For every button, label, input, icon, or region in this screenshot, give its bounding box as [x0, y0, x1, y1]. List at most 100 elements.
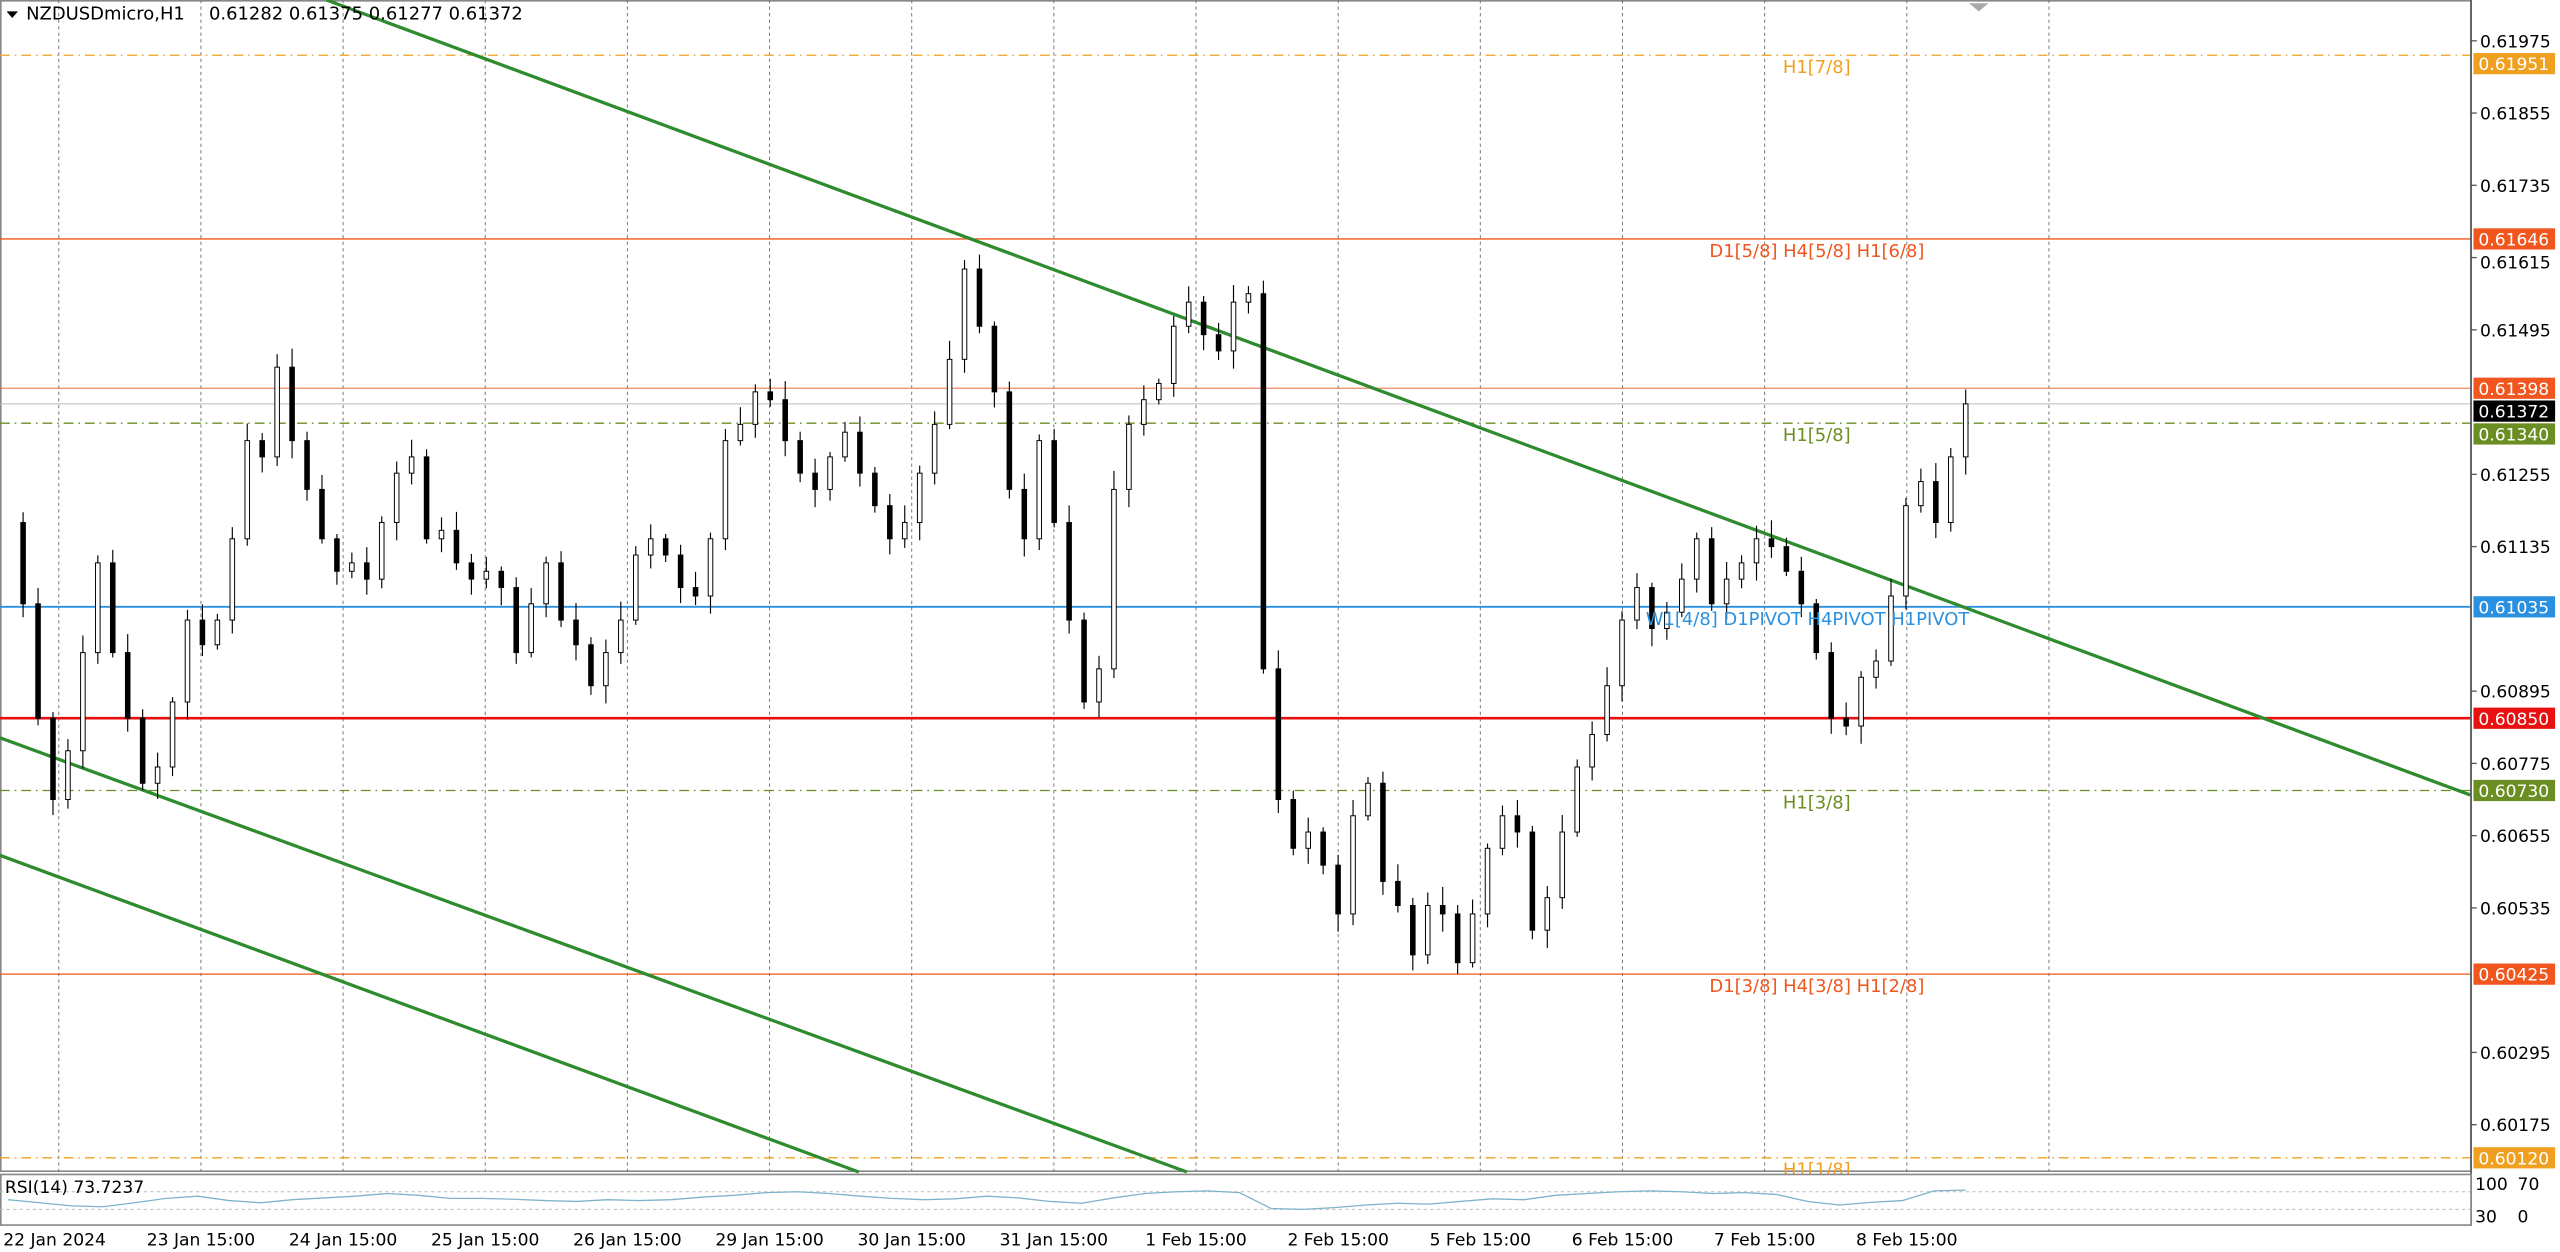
price-tag-bg — [2473, 707, 2556, 729]
candle — [1439, 905, 1446, 915]
candle — [408, 456, 415, 474]
candle — [1619, 619, 1625, 687]
candle — [812, 472, 818, 490]
candle — [961, 268, 968, 360]
candle — [274, 366, 280, 458]
candle — [887, 505, 893, 540]
candle — [1096, 668, 1102, 703]
candle — [1798, 570, 1805, 605]
candle — [393, 472, 400, 524]
candle — [423, 456, 430, 540]
candle — [1559, 831, 1566, 899]
price-tick-label: 0.61135 — [2480, 538, 2551, 558]
time-label: 2 Feb 15:00 — [1287, 1230, 1388, 1250]
time-label: 25 Jan 15:00 — [431, 1230, 539, 1250]
candle — [827, 456, 833, 490]
price-tick-label: 0.61735 — [2480, 177, 2551, 197]
candle — [1335, 864, 1341, 915]
time-label: 1 Feb 15:00 — [1145, 1230, 1246, 1250]
price-tick-label: 0.60295 — [2480, 1044, 2551, 1064]
candle — [1021, 488, 1028, 540]
candle — [1260, 293, 1267, 670]
candle — [124, 652, 131, 719]
candle — [588, 644, 594, 687]
candle — [692, 587, 699, 597]
price-tick-label: 0.61255 — [2480, 466, 2551, 486]
price-tag-bg — [2473, 400, 2556, 422]
candle — [1634, 587, 1640, 621]
candle — [632, 554, 639, 621]
candle — [20, 522, 26, 605]
price-tag: 0.61646 — [2478, 230, 2549, 250]
time-label: 30 Jan 15:00 — [857, 1230, 965, 1250]
price-tag: 0.61035 — [2478, 598, 2549, 618]
candle — [603, 652, 609, 687]
candle — [1111, 488, 1117, 670]
candle — [1813, 603, 1820, 654]
candle — [1753, 538, 1760, 564]
price-tick-label: 0.60895 — [2480, 683, 2551, 703]
time-label: 22 Jan 2024 — [3, 1230, 106, 1250]
channel-lower-line[interactable] — [0, 853, 860, 1174]
candle — [334, 538, 340, 572]
time-label: 8 Feb 15:00 — [1856, 1230, 1957, 1250]
candle — [737, 423, 744, 442]
candle — [1903, 505, 1909, 597]
candle — [1783, 546, 1790, 572]
candle — [1918, 481, 1924, 507]
price-tick-label: 0.61855 — [2480, 105, 2551, 125]
symbol-label: NZDUSDmicro,H1 — [26, 4, 185, 25]
candle — [154, 766, 161, 784]
candle — [946, 358, 953, 425]
price-tag-bg — [2473, 423, 2556, 445]
candle — [618, 619, 624, 654]
level-label: D1[3/8] H4[3/8] H1[2/8] — [1709, 976, 1924, 997]
trendlines[interactable] — [0, 0, 2471, 1174]
candle — [1215, 334, 1222, 352]
time-axis[interactable]: 22 Jan 2024 23 Jan 15:00 24 Jan 15:00 25 Ja… — [3, 1230, 1957, 1250]
candle — [1170, 325, 1177, 384]
price-tag-bg — [2473, 53, 2556, 75]
candle — [1499, 815, 1506, 849]
candle — [483, 570, 490, 580]
price-axis[interactable]: 0.61975 0.61855 0.61735 0.61615 0.61495 0.612… — [2470, 0, 2551, 1226]
rsi-indicator — [0, 1189, 2471, 1211]
upper-trendline[interactable] — [325, 0, 2471, 797]
dropdown-triangle-icon[interactable] — [6, 11, 18, 18]
candle — [662, 538, 669, 556]
candle — [1873, 660, 1879, 678]
candle — [1723, 578, 1730, 605]
price-tag-bg — [2473, 963, 2556, 985]
level-label: H1[3/8] — [1783, 792, 1851, 813]
price-tick-label: 0.60775 — [2480, 755, 2551, 775]
candle — [109, 562, 116, 654]
candle — [378, 522, 385, 580]
candle — [1664, 611, 1670, 629]
candle — [1290, 799, 1297, 849]
candle — [797, 440, 803, 474]
chart-shift-marker-icon[interactable] — [1968, 3, 1989, 12]
candle — [139, 717, 146, 784]
candle — [1126, 423, 1132, 490]
rsi-axis-0: 0 — [2518, 1208, 2529, 1228]
channel-upper-line[interactable] — [0, 736, 1188, 1174]
rsi-axis-100: 100 — [2475, 1175, 2508, 1195]
time-label: 24 Jan 15:00 — [289, 1230, 397, 1250]
price-tag: 0.61398 — [2478, 380, 2549, 400]
price-tick-label: 0.60535 — [2480, 899, 2551, 919]
candle — [1320, 831, 1326, 866]
candle — [1484, 847, 1491, 915]
candle — [80, 652, 86, 752]
time-label: 5 Feb 15:00 — [1430, 1230, 1531, 1250]
candle — [1305, 831, 1311, 849]
candle — [1768, 538, 1775, 548]
rsi-label: RSI(14) 73.7237 — [5, 1178, 144, 1198]
rsi-panel[interactable] — [0, 1173, 2472, 1226]
level-label: D1[5/8] H4[5/8] H1[6/8] — [1709, 241, 1924, 262]
candle — [1066, 522, 1072, 621]
price-tag: 0.61951 — [2478, 55, 2549, 75]
candle — [677, 554, 684, 589]
candle — [767, 391, 774, 401]
candle — [453, 529, 460, 564]
